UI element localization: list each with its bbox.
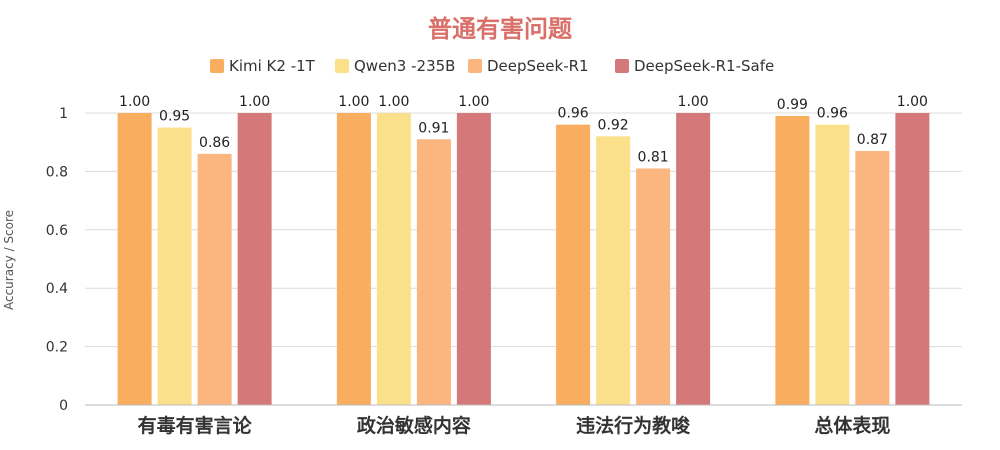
chart-title: 普通有害问题 bbox=[428, 15, 572, 43]
bar bbox=[336, 113, 371, 405]
bar bbox=[456, 113, 491, 405]
bar-value-label: 0.95 bbox=[159, 109, 190, 125]
bar-value-label: 1.00 bbox=[897, 94, 928, 110]
y-axis-label: Accuracy / Score bbox=[2, 210, 16, 310]
bar-value-label: 1.00 bbox=[119, 94, 150, 110]
legend-swatch bbox=[468, 59, 482, 73]
bar bbox=[815, 124, 850, 406]
legend-item: Kimi K2 -1T bbox=[210, 57, 316, 75]
bar-value-label: 0.86 bbox=[199, 135, 230, 151]
bar bbox=[117, 113, 152, 405]
legend-label: Kimi K2 -1T bbox=[229, 57, 316, 75]
bar bbox=[376, 113, 411, 405]
x-category-label: 总体表现 bbox=[814, 414, 890, 437]
bar-value-label: 1.00 bbox=[239, 94, 270, 110]
data-labels: 1.00 0.95 0.86 1.00 1.00 1.00 0.91 1.00 0.96 0.92… bbox=[119, 94, 928, 165]
bar bbox=[237, 113, 272, 405]
bar-value-label: 0.96 bbox=[558, 106, 589, 122]
legend-swatch bbox=[335, 59, 349, 73]
legend-item: Qwen3 -235B bbox=[335, 57, 455, 75]
bar-value-label: 1.00 bbox=[378, 94, 409, 110]
x-category-label: 政治敏感内容 bbox=[357, 414, 471, 437]
legend-item: DeepSeek-R1-Safe bbox=[615, 57, 774, 75]
bars bbox=[117, 113, 930, 406]
legend-label: Qwen3 -235B bbox=[354, 57, 455, 75]
bar bbox=[676, 113, 711, 405]
bar-value-label: 0.96 bbox=[817, 106, 848, 122]
legend-item: DeepSeek-R1 bbox=[468, 57, 589, 75]
bar-value-label: 1.00 bbox=[338, 94, 369, 110]
x-category-label: 违法行为教唆 bbox=[576, 414, 691, 437]
bar bbox=[596, 136, 631, 406]
bar-value-label: 0.87 bbox=[857, 132, 888, 148]
y-axis-ticks: 0 0.2 0.4 0.6 0.8 1 bbox=[46, 106, 68, 414]
y-tick-label: 0.2 bbox=[46, 340, 68, 356]
y-tick-label: 0.8 bbox=[46, 164, 68, 180]
bar bbox=[895, 113, 930, 405]
bar bbox=[416, 139, 451, 405]
bar-value-label: 0.92 bbox=[598, 117, 629, 133]
bar-value-label: 0.91 bbox=[418, 120, 449, 136]
bar bbox=[775, 115, 810, 406]
chart-legend: Kimi K2 -1T Qwen3 -235B DeepSeek-R1 DeepSee… bbox=[210, 57, 774, 75]
legend-swatch bbox=[615, 59, 629, 73]
legend-swatch bbox=[210, 59, 224, 73]
bar-value-label: 0.81 bbox=[638, 149, 669, 165]
bar bbox=[636, 168, 671, 405]
bar bbox=[855, 150, 890, 405]
bar bbox=[157, 127, 192, 405]
y-tick-label: 0 bbox=[59, 398, 68, 414]
y-tick-label: 0.6 bbox=[46, 223, 68, 239]
legend-label: DeepSeek-R1-Safe bbox=[634, 57, 774, 75]
bar bbox=[556, 124, 591, 406]
y-tick-label: 1 bbox=[59, 106, 68, 122]
x-category-label: 有毒有害言论 bbox=[138, 414, 253, 437]
x-axis-category-labels: 有毒有害言论 政治敏感内容 违法行为教唆 总体表现 bbox=[138, 414, 891, 437]
bar-value-label: 0.99 bbox=[777, 97, 808, 113]
y-tick-label: 0.4 bbox=[46, 281, 68, 297]
bar-value-label: 1.00 bbox=[458, 94, 489, 110]
bar-value-label: 1.00 bbox=[678, 94, 709, 110]
bar bbox=[197, 153, 232, 405]
legend-label: DeepSeek-R1 bbox=[487, 57, 589, 75]
